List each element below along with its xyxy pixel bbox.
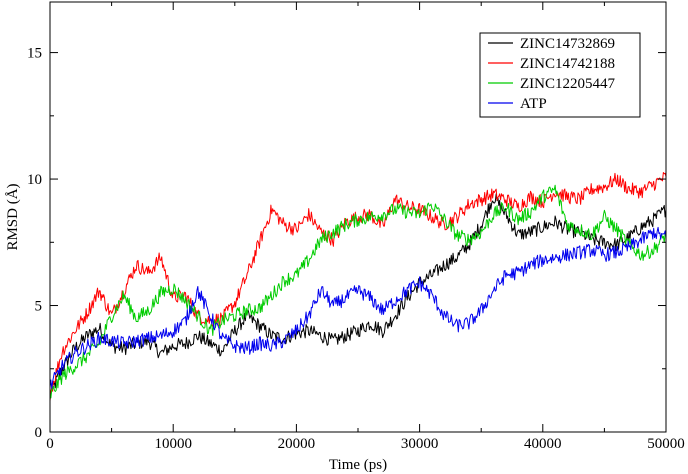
x-tick-label: 20000	[278, 436, 316, 452]
axis-layer: 0 10000 20000 30000 40000 50000 0 5 10 15	[27, 2, 685, 452]
y-tick-label: 5	[35, 299, 43, 315]
x-tick-label: 10000	[154, 436, 192, 452]
series-line-zinc14742188	[49, 171, 667, 402]
x-tick-label: 50000	[647, 436, 685, 452]
y-tick-label: 10	[27, 172, 42, 188]
legend-label-zinc14742188: ZINC14742188	[520, 56, 615, 72]
legend-label-zinc12205447: ZINC12205447	[520, 76, 615, 92]
x-tick-label: 0	[46, 436, 54, 452]
x-axis-title: Time (ps)	[329, 457, 387, 473]
y-tick-label: 0	[35, 425, 43, 441]
series-line-atp	[49, 226, 667, 389]
legend-label-zinc14732869: ZINC14732869	[520, 36, 615, 52]
series-layer	[49, 171, 667, 402]
legend-label-atp: ATP	[520, 96, 547, 112]
series-line-zinc12205447	[49, 184, 667, 399]
y-tick-label: 15	[27, 46, 42, 62]
x-tick-label: 40000	[524, 436, 562, 452]
x-tick-label: 30000	[401, 436, 439, 452]
legend: ZINC14732869 ZINC14742188 ZINC12205447 ATP	[479, 32, 641, 118]
y-axis-title: RMSD (Å)	[5, 183, 21, 250]
